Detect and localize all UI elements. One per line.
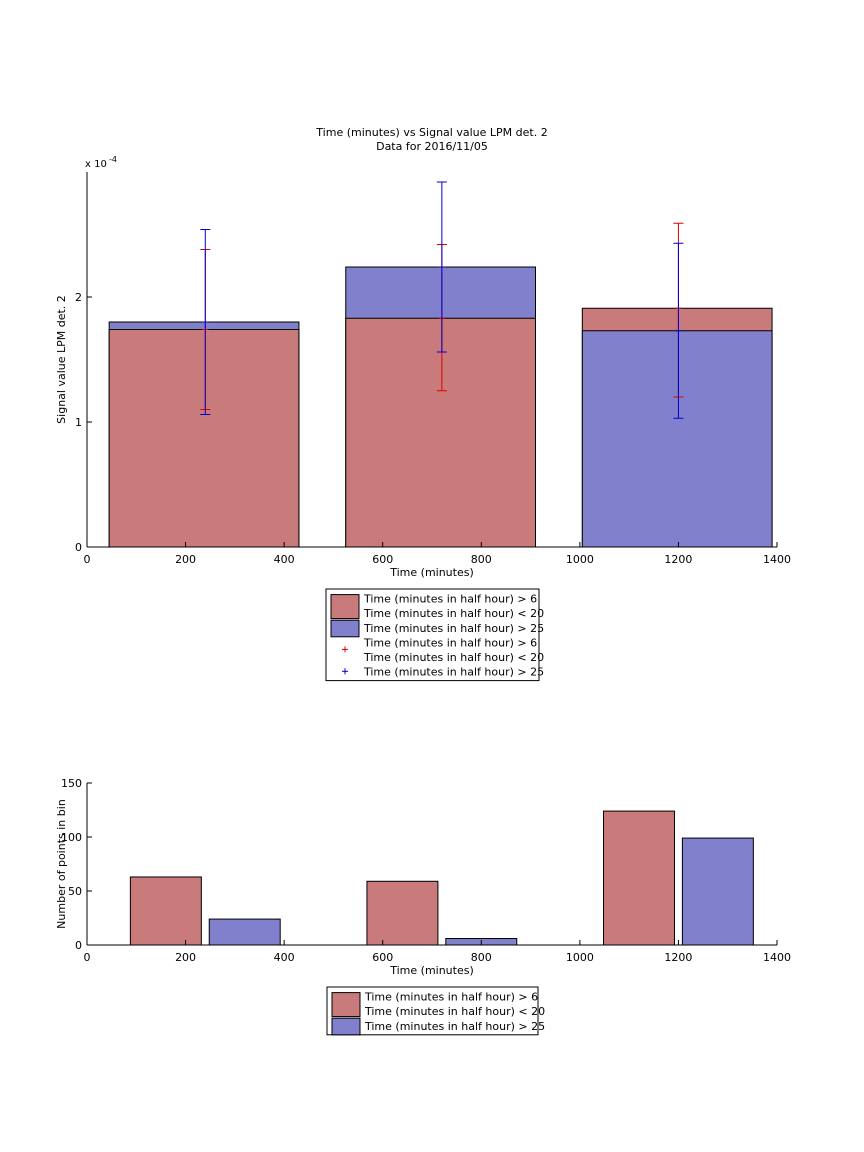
chart2-x-tick-label: 800 — [471, 951, 492, 964]
chart2-y-tick-label: 50 — [68, 885, 82, 898]
chart1-y-tick-label: 0 — [75, 541, 82, 554]
legend-label: Time (minutes in half hour) < 20 — [363, 607, 544, 620]
chart2-bar-series1 — [129, 876, 202, 946]
chart2-x-tick-label: 400 — [274, 951, 295, 964]
chart2-y-tick-label: 0 — [75, 939, 82, 952]
chart1-x-tick-label: 200 — [175, 553, 196, 566]
legend-swatch — [331, 1017, 361, 1036]
chart2-y-tick-label: 100 — [61, 831, 82, 844]
chart1-bar-series1 — [345, 317, 536, 548]
signal-bar-chart: x 10 -4 0 200 400 600 800 1000 1200 1400 0 1 2 Time (… — [55, 155, 791, 579]
legend-label: Time (minutes in half hour) > 6 — [363, 636, 537, 649]
legend-swatch — [331, 992, 361, 1018]
chart2-x-tick-label: 1400 — [763, 951, 791, 964]
chart1-subtitle: Data for 2016/11/05 — [376, 140, 488, 153]
chart2-bar-series1 — [603, 810, 675, 946]
chart1-x-axis-label: Time (minutes) — [389, 566, 474, 579]
legend-label: Time (minutes in half hour) > 6 — [363, 593, 537, 606]
legend-label: Time (minutes in half hour) < 20 — [363, 651, 544, 664]
chart1-x-tick-label: 1400 — [763, 553, 791, 566]
chart2-x-axis-label: Time (minutes) — [389, 964, 474, 977]
chart2-y-tick-label: 150 — [61, 777, 82, 790]
legend-swatch — [330, 594, 360, 620]
chart2-x-tick-label: 200 — [175, 951, 196, 964]
legend-label: Time (minutes in half hour) > 25 — [363, 666, 544, 679]
chart2-bar-series2 — [681, 837, 754, 946]
chart2-x-tick-label: 1200 — [664, 951, 692, 964]
chart2-x-tick-label: 0 — [84, 951, 91, 964]
legend-swatch — [330, 619, 360, 638]
legend-label: Time (minutes in half hour) > 25 — [363, 622, 544, 635]
chart1-title: Time (minutes) vs Signal value LPM det. … — [315, 126, 547, 139]
chart1-y-tick-label: 2 — [75, 291, 82, 304]
chart1-y-tick-label: 1 — [75, 416, 82, 429]
chart1-x-tick-label: 1000 — [566, 553, 594, 566]
legend-box — [325, 588, 540, 682]
chart1-x-tick-label: 0 — [84, 553, 91, 566]
count-bar-chart: 0 200 400 600 800 1000 1200 1400 0 50 100 150 Time (… — [55, 777, 791, 977]
chart1-x-tick-label: 600 — [372, 553, 393, 566]
chart1-y-exponent-power: -4 — [109, 155, 117, 164]
chart1-x-tick-label: 400 — [274, 553, 295, 566]
chart2-x-tick-label: 600 — [372, 951, 393, 964]
chart1-x-tick-label: 800 — [471, 553, 492, 566]
chart2-bar-series1 — [366, 880, 439, 946]
chart1-bar-series2 — [581, 330, 773, 548]
chart1-bar-series1 — [108, 329, 300, 548]
chart2-x-tick-label: 1000 — [566, 951, 594, 964]
legend-label: Time (minutes in half hour) < 20 — [364, 1005, 545, 1018]
chart1-y-axis-label: Signal value LPM det. 2 — [55, 295, 68, 424]
legend-box — [326, 986, 539, 1036]
legend-label: Time (minutes in half hour) > 6 — [364, 991, 538, 1004]
chart1-x-tick-label: 1200 — [664, 553, 692, 566]
chart1-y-exponent: x 10 — [85, 159, 107, 170]
chart2-y-axis-label: Number of points in bin — [55, 799, 68, 929]
chart2-bar-series2 — [208, 918, 281, 946]
legend-label: Time (minutes in half hour) > 25 — [364, 1020, 545, 1033]
